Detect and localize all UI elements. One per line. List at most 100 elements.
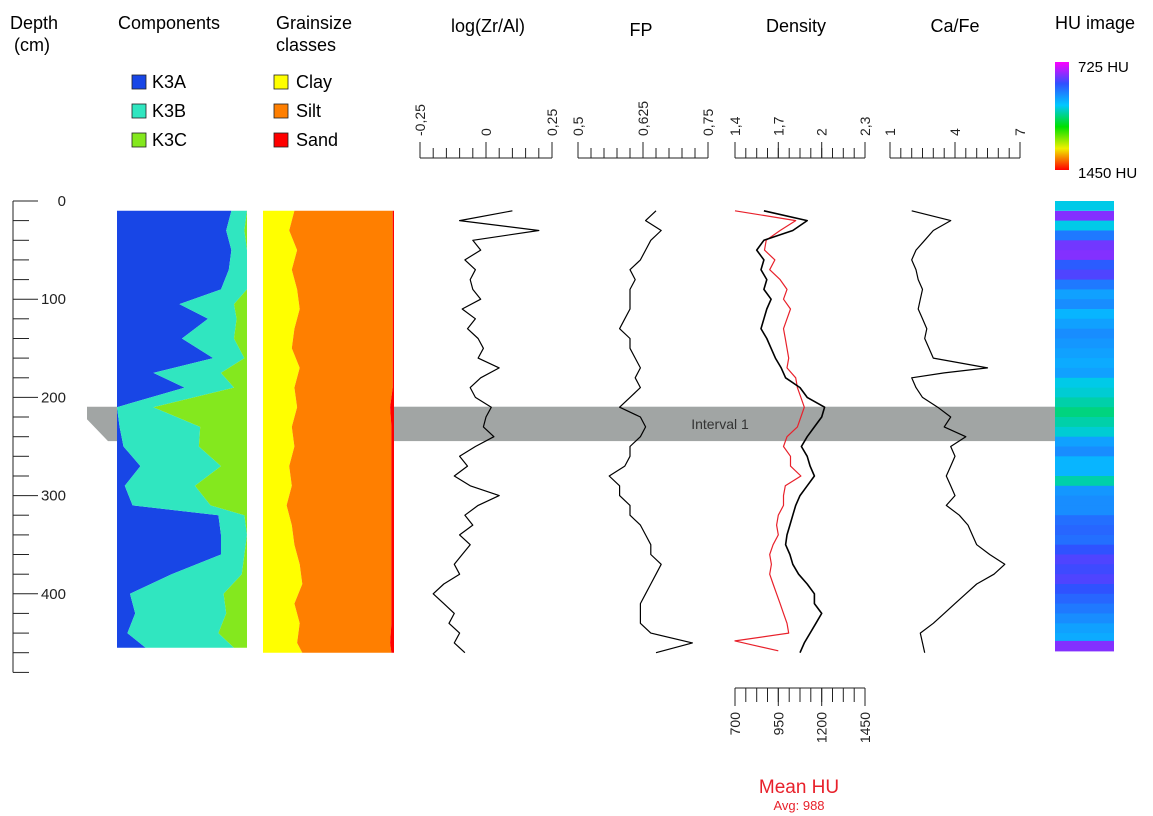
zr-al-curve bbox=[432, 210, 540, 654]
grainsize-area-silt bbox=[286, 210, 393, 653]
fp-tick-label: 0,625 bbox=[635, 101, 651, 136]
hu-image-band bbox=[1055, 289, 1114, 300]
hu-image-band bbox=[1055, 348, 1114, 359]
interval-band-left-tab bbox=[87, 406, 117, 442]
hu-image-header: HU image bbox=[1055, 13, 1135, 33]
track-axes: -0,25 0 0,25 0,5 0,625 0,75 1,4 1,7 2 2,3 700 950 12… bbox=[412, 101, 1028, 743]
mean-hu-avg: Avg: 988 bbox=[773, 798, 824, 813]
legend-label-k3c: K3C bbox=[152, 130, 187, 150]
ca-fe-tick-label: 1 bbox=[882, 128, 898, 136]
hu-image-band bbox=[1055, 466, 1114, 477]
hu-image-band bbox=[1055, 593, 1114, 605]
hu-image-band bbox=[1055, 613, 1114, 624]
depth-tick-label: 400 bbox=[41, 586, 66, 603]
hu-image-band bbox=[1055, 456, 1114, 467]
mean-hu-tick-label: 1200 bbox=[814, 712, 830, 743]
ca-fe-tick-label: 7 bbox=[1012, 128, 1028, 136]
hu-image-band bbox=[1055, 554, 1114, 565]
legend-label-clay: Clay bbox=[296, 72, 332, 92]
hu-image-band bbox=[1055, 436, 1114, 448]
density-tick-label: 2 bbox=[814, 128, 830, 136]
hu-image-band bbox=[1055, 574, 1114, 585]
components-area-k3a bbox=[117, 210, 232, 648]
ca-fe-curve bbox=[911, 210, 1006, 653]
mean-hu-tick-label: 1450 bbox=[857, 712, 873, 743]
grainsize-area-sand bbox=[390, 210, 394, 653]
grainsize-area-clay bbox=[263, 210, 303, 653]
depth-tick-label: 200 bbox=[41, 389, 66, 406]
zr-al-tick-label: 0 bbox=[478, 128, 494, 136]
hu-image-band bbox=[1055, 623, 1114, 634]
mean-hu-tick-label: 950 bbox=[770, 712, 786, 736]
hu-image-band bbox=[1055, 417, 1114, 428]
zr-al-tick-label: -0,25 bbox=[412, 104, 428, 136]
ca-fe-tick-label: 4 bbox=[947, 128, 963, 136]
fp-curve bbox=[608, 210, 694, 654]
hu-image-band bbox=[1055, 387, 1114, 398]
curve-tracks bbox=[432, 210, 1006, 654]
legend-swatch-k3a bbox=[131, 74, 147, 90]
density-tick-label: 2,3 bbox=[857, 116, 873, 136]
grainsize-legend: Clay Silt Sand bbox=[273, 72, 338, 150]
hu-image-band bbox=[1055, 505, 1114, 516]
hu-image-band bbox=[1055, 525, 1114, 536]
legend-label-k3b: K3B bbox=[152, 101, 186, 121]
grainsize-header-line1: Grainsize bbox=[276, 13, 352, 33]
components-column bbox=[117, 210, 247, 648]
hu-image-band bbox=[1055, 640, 1114, 646]
hu-colorbar-top-label: 725 HU bbox=[1078, 59, 1129, 76]
grainsize-header-line2: classes bbox=[276, 35, 336, 55]
hu-image-band bbox=[1055, 318, 1114, 330]
zr-al-header: log(Zr/Al) bbox=[451, 16, 525, 36]
components-area-k3c bbox=[153, 210, 247, 648]
hu-image-band bbox=[1055, 485, 1114, 497]
hu-image-band bbox=[1055, 299, 1114, 310]
depth-tick-label: 300 bbox=[41, 488, 66, 505]
hu-image-band bbox=[1055, 358, 1114, 369]
hu-image-band bbox=[1055, 279, 1114, 290]
legend-label-k3a: K3A bbox=[152, 72, 186, 92]
grainsize-column bbox=[263, 210, 394, 653]
hu-image-band bbox=[1055, 495, 1114, 506]
hu-image-band bbox=[1055, 338, 1114, 349]
depth-tick-label: 100 bbox=[41, 291, 66, 308]
components-legend: K3A K3B K3C bbox=[131, 72, 187, 150]
hu-image-band bbox=[1055, 377, 1114, 389]
hu-image-band bbox=[1055, 446, 1114, 457]
fp-tick-label: 0,75 bbox=[700, 109, 716, 136]
hu-image-band bbox=[1055, 230, 1114, 241]
hu-image-band bbox=[1055, 269, 1114, 281]
hu-image-band bbox=[1055, 603, 1114, 614]
hu-image-band bbox=[1055, 515, 1114, 526]
legend-swatch-clay bbox=[273, 74, 289, 90]
hu-colorbar-bottom-label: 1450 HU bbox=[1078, 165, 1137, 182]
hu-image-column bbox=[1055, 201, 1114, 652]
density-header: Density bbox=[766, 16, 826, 36]
hu-image-band bbox=[1055, 220, 1114, 231]
density-tick-label: 1,7 bbox=[770, 116, 786, 136]
hu-colorbar bbox=[1055, 62, 1069, 170]
mean-hu-curve bbox=[734, 210, 805, 652]
components-header: Components bbox=[118, 13, 220, 33]
fp-tick-label: 0,5 bbox=[570, 116, 586, 136]
hu-image-band bbox=[1055, 328, 1114, 340]
depth-tick-label: 0 bbox=[58, 193, 66, 210]
legend-label-silt: Silt bbox=[296, 101, 321, 121]
hu-image-band bbox=[1055, 259, 1114, 271]
hu-image-band bbox=[1055, 397, 1114, 408]
legend-label-sand: Sand bbox=[296, 130, 338, 150]
hu-image-band bbox=[1055, 633, 1114, 642]
hu-image-band bbox=[1055, 476, 1114, 487]
hu-image-band bbox=[1055, 250, 1114, 261]
hu-image-band bbox=[1055, 426, 1114, 438]
density-tick-label: 1,4 bbox=[727, 116, 743, 136]
fp-header: FP bbox=[629, 20, 652, 40]
zr-al-tick-label: 0,25 bbox=[544, 109, 560, 136]
hu-image-band bbox=[1055, 534, 1114, 546]
hu-image-band bbox=[1055, 584, 1114, 595]
hu-image-band bbox=[1055, 564, 1114, 575]
hu-image-band bbox=[1055, 644, 1114, 652]
legend-swatch-k3c bbox=[131, 132, 147, 148]
hu-image-band bbox=[1055, 201, 1114, 211]
